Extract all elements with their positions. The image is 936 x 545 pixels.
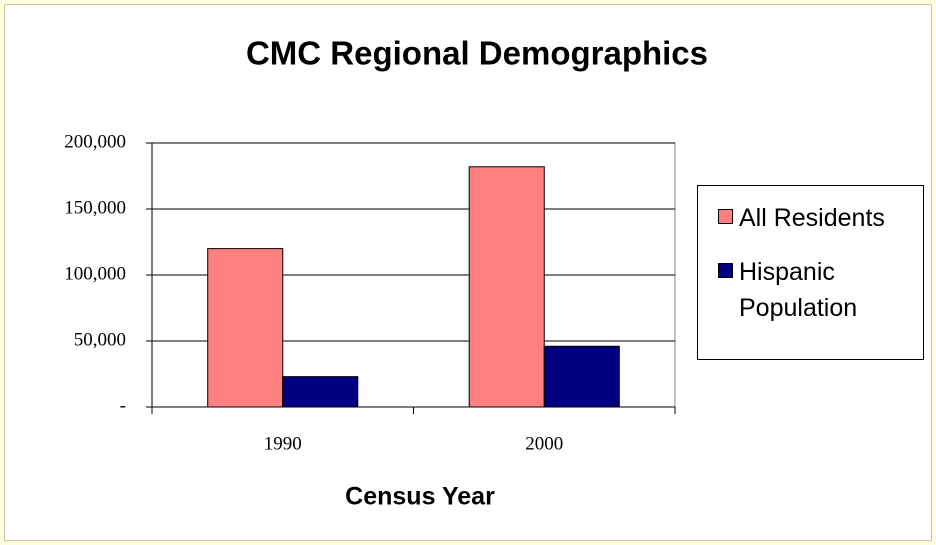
x-axis-label: Census Year [345, 483, 495, 511]
bar [282, 376, 359, 408]
legend: All Residents Hispanic Population [697, 185, 924, 360]
legend-entry: All Residents [718, 200, 915, 236]
y-tick-label: - [120, 395, 126, 416]
y-tick-label: 150,000 [64, 197, 126, 218]
x-tick-label: 2000 [525, 433, 563, 454]
y-tick-label: 50,000 [74, 329, 126, 350]
bar [468, 166, 545, 408]
chart-title: CMC Regional Demographics [246, 35, 708, 72]
y-tick-label: 100,000 [64, 263, 126, 284]
legend-swatch [718, 263, 733, 278]
bar [207, 248, 284, 408]
y-tick-label: 200,000 [64, 131, 126, 152]
legend-label: Hispanic Population [739, 258, 858, 322]
bar [543, 345, 620, 408]
x-tick-label: 1990 [264, 433, 302, 454]
legend-label: All Residents [739, 204, 885, 232]
legend-swatch [718, 209, 733, 224]
legend-entry: Hispanic Population [718, 254, 915, 326]
